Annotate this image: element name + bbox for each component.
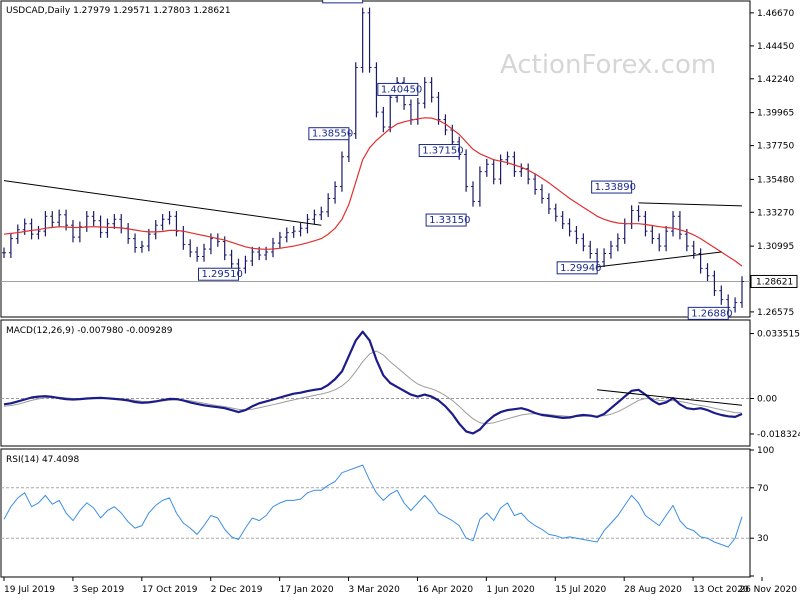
price-annotation-label: 1.29940: [560, 263, 601, 274]
x-axis-label: 17 Oct 2019: [142, 585, 198, 595]
price-annotation-label: 1.33150: [429, 215, 470, 226]
macd-plot: [1, 330, 750, 435]
x-axis-label: 3 Sep 2019: [73, 585, 125, 595]
price-axis-label: 1.26575: [757, 308, 794, 318]
x-axis-label: 2 Dec 2019: [211, 585, 263, 595]
price-annotation-box: [591, 180, 633, 194]
price-annotation-label: 1.38550: [312, 129, 353, 140]
price-annotation-box: [198, 267, 240, 281]
x-axis-label: 26 Nov 2020: [739, 585, 797, 595]
rsi-axis-label: 30: [757, 534, 769, 544]
last-price-label: 1.28621: [756, 277, 793, 287]
axes: 1.46670 1.44450 1.42240 1.39965 1.37750 1.354…: [3, 9, 800, 595]
price-annotation-label: 1.40450: [381, 84, 422, 95]
price-trendline: [597, 251, 722, 268]
last-price-box: [750, 274, 798, 288]
x-axis-label: 15 Jul 2020: [555, 585, 606, 595]
price-trendline: [638, 202, 743, 207]
x-axis-label: 3 Mar 2020: [349, 585, 401, 595]
x-axis-label: 1 Jun 2020: [486, 585, 535, 595]
macd-signal-line: [3, 350, 743, 425]
price-annotation-box: [308, 127, 350, 141]
price-annotation-label: 1.33890: [595, 182, 636, 193]
x-axis-label: 17 Jan 2020: [280, 585, 334, 595]
price-annotation-box: [687, 306, 729, 320]
price-axis-label: 1.44450: [757, 42, 794, 52]
price-annotation-label: 1.46670: [326, 0, 367, 3]
price-axis-label: 1.42240: [757, 75, 794, 85]
price-trendline: [3, 180, 322, 226]
price-axis-label: 1.39965: [757, 109, 794, 119]
price-annotation-box: [322, 0, 364, 4]
price-plot: 1.46670 1.38550 1.40450 1.37150 1.33150 1.295…: [1, 0, 750, 320]
x-axis-label: 13 Oct 2020: [693, 585, 749, 595]
x-axis-label: 19 Jul 2019: [4, 585, 55, 595]
price-annotation-box: [425, 213, 467, 227]
macd-axis-label: -0.018324: [757, 430, 800, 440]
macd-panel-title: MACD(12,26,9) -0.007980 -0.009289: [6, 326, 173, 336]
macd-axis-label: 0.033515: [757, 330, 800, 340]
price-annotation-label: 1.37150: [422, 146, 463, 157]
rsi-axis-label: 70: [757, 484, 769, 494]
price-axis-label: 1.33270: [757, 208, 794, 218]
moving-average-line: [3, 117, 743, 267]
x-axis-label: 16 Apr 2020: [417, 585, 473, 595]
rsi-line: [3, 464, 743, 548]
price-panel-header: USDCAD,Daily 1.27979 1.29571 1.27803 1.2…: [6, 6, 231, 16]
price-axis-label: 1.46670: [757, 9, 794, 19]
rsi-axis-label: 100: [757, 446, 774, 456]
macd-trendline: [597, 389, 743, 406]
price-axis-label: 1.35480: [757, 175, 794, 185]
price-annotation-label: 1.29510: [202, 269, 243, 280]
rsi-panel-title: RSI(14) 47.4098: [6, 455, 79, 465]
rsi-plot: [1, 464, 750, 548]
macd-panel-frame: [0, 319, 751, 447]
x-axis-label: 28 Aug 2020: [624, 585, 682, 595]
macd-axis-label: 0.00: [757, 395, 777, 405]
price-annotation-box: [556, 261, 598, 275]
price-axis-label: 1.37750: [757, 142, 794, 152]
price-axis-label: 1.30995: [757, 242, 794, 252]
watermark: ActionForex.com: [500, 50, 716, 80]
price-annotation-box: [418, 144, 460, 158]
price-panel-frame: [0, 0, 751, 318]
price-annotation-label: 1.26880: [691, 308, 732, 319]
rsi-panel-frame: [0, 448, 751, 578]
macd-line: [3, 330, 743, 435]
price-annotation-box: [377, 82, 419, 96]
